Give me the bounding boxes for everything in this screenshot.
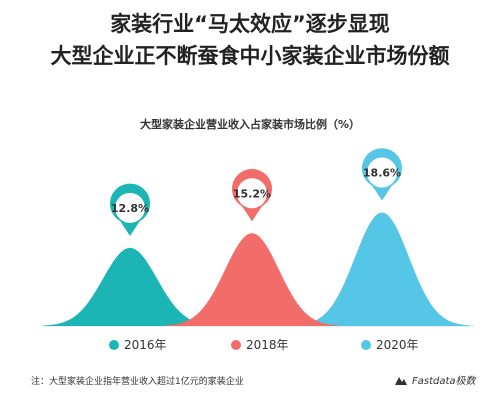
chart-title-line2: 大型企业正不断蚕食中小家装企业市场份额 xyxy=(50,44,450,68)
legend: 2016年 2018年 2020年 xyxy=(109,338,419,352)
marker-face-1 xyxy=(237,178,267,209)
curve-1 xyxy=(164,233,340,326)
marker-0: 12.8% xyxy=(110,183,150,236)
series-curves xyxy=(42,212,470,326)
legend-item-1: 2018年 xyxy=(231,338,289,352)
value-label-1: 15.2% xyxy=(233,187,271,200)
legend-label-0: 2016年 xyxy=(124,338,167,352)
value-label-0: 12.8% xyxy=(111,202,149,215)
value-label-2: 18.6% xyxy=(363,167,401,180)
footnote: 注：大型家装企业指年营业收入超过1亿元的家装企业 xyxy=(31,377,244,387)
legend-swatch-2 xyxy=(361,340,371,350)
brand-text: Fastdata极数 xyxy=(412,376,476,387)
legend-swatch-1 xyxy=(231,340,241,350)
legend-swatch-0 xyxy=(109,340,119,350)
legend-item-0: 2016年 xyxy=(109,338,167,352)
marker-2: 18.6% xyxy=(362,148,402,201)
curve-0 xyxy=(42,247,218,326)
chart-title-line1: 家装行业“马太效应”逐步显现 xyxy=(110,12,390,36)
marker-face-2 xyxy=(367,157,397,188)
fastdata-logo-icon xyxy=(395,376,407,385)
legend-label-1: 2018年 xyxy=(246,338,289,352)
brand-mark: Fastdata极数 xyxy=(394,372,476,387)
value-markers: 12.8% 15.2% 18.6% xyxy=(110,148,402,236)
legend-item-2: 2020年 xyxy=(361,338,419,352)
marker-face-0 xyxy=(115,192,145,223)
chart-subtitle: 大型家装企业营业收入占家装市场比例（%） xyxy=(139,118,361,131)
marker-1: 15.2% xyxy=(232,168,272,222)
curve-2 xyxy=(294,212,470,326)
legend-label-2: 2020年 xyxy=(376,338,419,352)
